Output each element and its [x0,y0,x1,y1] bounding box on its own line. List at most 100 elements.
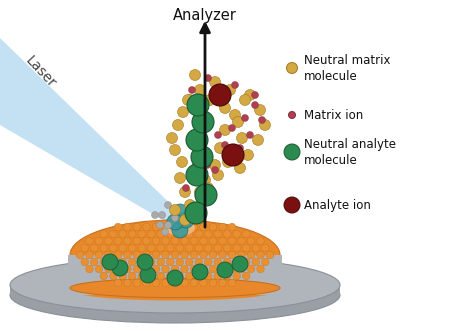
Circle shape [166,230,174,238]
Circle shape [190,265,198,273]
Circle shape [204,230,212,238]
Circle shape [172,214,179,221]
Circle shape [158,212,165,218]
Circle shape [209,265,217,273]
Circle shape [233,272,240,280]
Circle shape [247,237,255,245]
Circle shape [257,251,264,259]
Circle shape [185,202,207,224]
Circle shape [100,244,108,252]
Circle shape [189,86,195,93]
Circle shape [253,134,264,146]
Circle shape [177,107,189,118]
Circle shape [170,145,181,156]
Circle shape [194,186,206,198]
Circle shape [233,117,244,127]
Circle shape [128,272,136,280]
Circle shape [176,230,183,238]
Circle shape [162,251,169,259]
Circle shape [221,141,228,149]
Circle shape [162,223,169,231]
Circle shape [138,244,146,252]
Circle shape [245,89,255,101]
Circle shape [138,258,146,266]
Circle shape [190,279,198,287]
Circle shape [152,279,160,287]
Circle shape [233,244,240,252]
Circle shape [246,131,254,138]
Circle shape [86,237,93,245]
Circle shape [166,258,174,266]
Circle shape [164,221,172,228]
Circle shape [228,251,236,259]
Circle shape [262,244,269,252]
Circle shape [105,265,112,273]
Circle shape [174,172,185,183]
Circle shape [176,244,183,252]
Circle shape [185,258,193,266]
Circle shape [143,223,150,231]
Circle shape [214,244,221,252]
Circle shape [114,237,122,245]
Circle shape [109,272,117,280]
Circle shape [119,272,127,280]
Circle shape [166,132,177,144]
Circle shape [233,258,240,266]
Circle shape [184,200,195,211]
Circle shape [211,166,219,173]
Circle shape [223,244,231,252]
Circle shape [195,272,202,280]
Circle shape [190,174,197,181]
Circle shape [252,91,258,99]
Circle shape [172,204,188,220]
Circle shape [242,258,250,266]
Circle shape [105,237,112,245]
Ellipse shape [10,257,340,313]
Circle shape [185,272,193,280]
Circle shape [186,164,208,186]
Circle shape [204,244,212,252]
Circle shape [266,251,274,259]
Circle shape [176,258,183,266]
Circle shape [162,279,169,287]
Circle shape [257,265,264,273]
Circle shape [195,258,202,266]
Circle shape [166,272,174,280]
Circle shape [157,230,164,238]
Circle shape [143,265,150,273]
Circle shape [162,265,169,273]
Circle shape [214,258,221,266]
Circle shape [190,251,198,259]
Circle shape [152,223,160,231]
Circle shape [200,265,207,273]
Circle shape [124,223,131,231]
Ellipse shape [70,278,280,298]
Ellipse shape [165,220,195,235]
Circle shape [228,223,236,231]
Circle shape [133,223,141,231]
Circle shape [237,145,244,152]
Circle shape [112,260,128,276]
Circle shape [214,230,221,238]
Circle shape [242,244,250,252]
Circle shape [210,76,220,87]
Circle shape [181,279,188,287]
Circle shape [86,265,93,273]
Circle shape [247,251,255,259]
Circle shape [100,272,108,280]
Circle shape [242,230,250,238]
Circle shape [219,124,230,135]
Circle shape [186,129,208,151]
Circle shape [105,251,112,259]
Circle shape [243,150,254,161]
Circle shape [284,144,300,160]
Circle shape [214,272,221,280]
Circle shape [162,237,169,245]
Circle shape [140,267,156,283]
Circle shape [212,169,224,180]
Circle shape [200,251,207,259]
Circle shape [190,223,198,231]
Circle shape [100,230,108,238]
Circle shape [222,157,234,167]
Circle shape [138,272,146,280]
